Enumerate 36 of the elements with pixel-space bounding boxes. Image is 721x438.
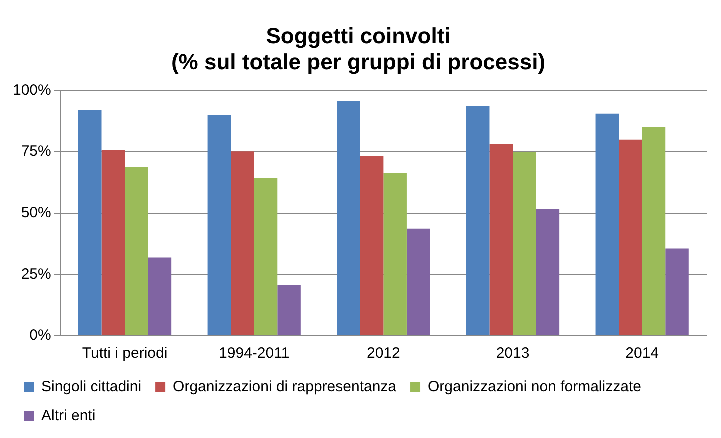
bar (596, 114, 620, 336)
text: Soggetti coinvolti (266, 23, 451, 48)
bar (536, 209, 560, 336)
bar (337, 101, 360, 336)
legend-label: Organizzazioni di rappresentanza (173, 378, 398, 396)
bar (466, 106, 490, 336)
bar (148, 258, 172, 336)
legend-label: Singoli cittadini (42, 378, 142, 396)
x-tick-label: 2012 (366, 345, 400, 362)
x-tick-label: Tutti i periodi (82, 345, 168, 362)
bar (642, 127, 666, 336)
bar (254, 178, 278, 336)
bar (102, 150, 126, 336)
y-tick-label: 75% (21, 143, 52, 160)
bar (231, 152, 254, 336)
bar (384, 173, 407, 336)
bar (513, 152, 536, 336)
bar (406, 228, 430, 336)
legend-label: Altri enti (42, 408, 96, 425)
text: (% sul totale per gruppi di processi) (171, 50, 546, 75)
bar (208, 115, 232, 336)
bar (490, 144, 514, 336)
bar (125, 168, 148, 336)
y-tick-label: 100% (12, 82, 52, 99)
bar (78, 110, 102, 336)
y-tick-label: 25% (21, 266, 52, 283)
bar (360, 156, 384, 336)
x-tick-label: 2014 (626, 345, 660, 362)
y-tick-label: 50% (21, 204, 52, 222)
x-tick-label: 1994-2011 (219, 345, 290, 362)
legend-label: Organizzazioni non formalizzate (428, 378, 642, 396)
x-tick-label: 2013 (496, 345, 530, 362)
y-tick-label: 0% (30, 327, 52, 344)
bar (666, 248, 689, 336)
bar (278, 285, 301, 336)
bar (619, 140, 642, 336)
